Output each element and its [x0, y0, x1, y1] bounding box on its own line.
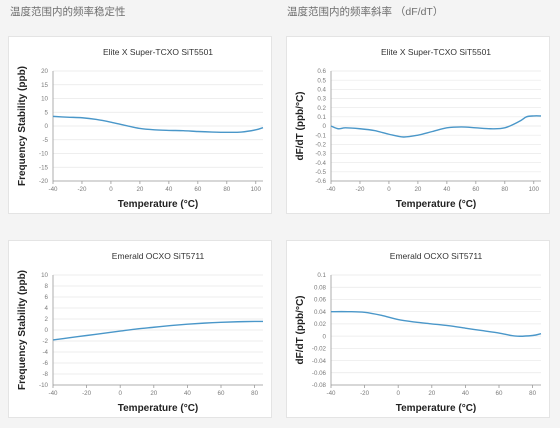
series-line — [52, 115, 264, 134]
y-tick-label: -0.04 — [312, 358, 327, 365]
chart-svg: Elite X Super-TCXO SiT5501 -20 -15 -10 -5 0 5 1… — [17, 47, 264, 210]
chart-card-sit5501-stability: Elite X Super-TCXO SiT5501 -20 -15 -10 -5 0 5 1… — [8, 36, 272, 214]
y-axis-label: dF/dT (ppb/°C) — [295, 92, 306, 161]
y-tick-label: -0.02 — [312, 346, 327, 353]
series-line — [330, 115, 542, 138]
chart-title: Elite X Super-TCXO SiT5501 — [103, 47, 213, 57]
y-tick-label: 10 — [41, 272, 48, 279]
x-tick-label: 0 — [396, 390, 400, 397]
x-tick-label: 60 — [496, 390, 503, 397]
y-tick-label: 0 — [45, 123, 49, 130]
y-axis-label: Frequency Stability (ppb) — [17, 270, 28, 390]
x-tick-label: 20 — [150, 390, 157, 397]
chart-svg: Elite X Super-TCXO SiT5501 -0.6 -0.5 -0.4 -0… — [295, 47, 542, 210]
x-tick-label: 20 — [414, 186, 421, 193]
y-tick-label: 0 — [45, 327, 49, 334]
y-tick-label: 0.1 — [317, 114, 326, 121]
y-tick-label: 0.2 — [317, 105, 326, 112]
y-tick-label: -0.3 — [315, 151, 326, 158]
series-line — [330, 310, 542, 337]
y-tick-label: 10 — [41, 96, 48, 103]
x-tick-label: -40 — [327, 186, 337, 193]
y-tick-label: -0.08 — [312, 382, 327, 389]
y-tick-label: -0.2 — [315, 142, 326, 149]
y-tick-label: 4 — [45, 305, 49, 312]
section-title-stability: 温度范围内的频率稳定性 — [10, 6, 126, 18]
chart-card-sit5501-slope: Elite X Super-TCXO SiT5501 -0.6 -0.5 -0.4 -0… — [286, 36, 550, 214]
x-tick-label: -40 — [49, 390, 59, 397]
x-tick-label: 0 — [387, 186, 391, 193]
chart-title: Elite X Super-TCXO SiT5501 — [381, 47, 491, 57]
x-tick-label: 100 — [251, 186, 262, 193]
y-tick-label: -15 — [39, 164, 49, 171]
y-tick-label: -10 — [39, 151, 49, 158]
series-line — [52, 320, 264, 341]
y-tick-label: 0 — [323, 123, 327, 130]
x-tick-label: -20 — [77, 186, 87, 193]
x-tick-label: 80 — [501, 186, 508, 193]
x-tick-label: 40 — [165, 186, 172, 193]
y-tick-label: -0.4 — [315, 160, 326, 167]
y-axis-label: dF/dT (ppb/°C) — [295, 296, 306, 365]
y-tick-label: 0.02 — [314, 321, 327, 328]
y-tick-label: 0.4 — [317, 87, 326, 94]
x-tick-label: 0 — [118, 390, 122, 397]
y-axis-label: Frequency Stability (ppb) — [17, 66, 28, 186]
chart-svg: Emerald OCXO SiT5711-10-8-6-4-20246810-4… — [17, 251, 264, 414]
y-tick-label: -2 — [42, 338, 48, 345]
y-tick-label: 0 — [323, 333, 327, 340]
y-tick-label: 0.5 — [317, 77, 326, 84]
x-tick-label: 20 — [428, 390, 435, 397]
y-tick-label: 0.6 — [317, 68, 326, 75]
y-tick-label: 0.08 — [314, 284, 327, 291]
x-tick-label: -20 — [360, 390, 370, 397]
x-tick-label: 60 — [218, 390, 225, 397]
y-tick-label: 2 — [45, 316, 49, 323]
x-axis-label: Temperature (°C) — [396, 199, 477, 210]
y-tick-label: 5 — [45, 109, 49, 116]
x-tick-label: -20 — [355, 186, 365, 193]
y-tick-label: 0.04 — [314, 309, 327, 316]
chart-card-sit5711-stability: Emerald OCXO SiT5711 -10 -8 -6 -4 -2 0 2 4 6 8 10 -4… — [8, 240, 272, 418]
y-tick-label: 8 — [45, 283, 49, 290]
y-tick-label: -10 — [39, 382, 49, 389]
x-axis-label: Temperature (°C) — [396, 403, 477, 414]
y-tick-label: -0.5 — [315, 169, 326, 176]
x-tick-label: 60 — [194, 186, 201, 193]
x-tick-label: 20 — [136, 186, 143, 193]
x-tick-label: 40 — [462, 390, 469, 397]
x-axis-label: Temperature (°C) — [118, 199, 199, 210]
x-tick-label: 80 — [529, 390, 536, 397]
x-tick-label: -20 — [82, 390, 92, 397]
y-tick-label: -0.1 — [315, 132, 326, 139]
section-title-slope: 温度范围内的频率斜率 （dF/dT） — [287, 6, 444, 18]
x-tick-label: 40 — [184, 390, 191, 397]
y-tick-label: -8 — [42, 371, 48, 378]
chart-title: Emerald OCXO SiT5711 — [112, 251, 205, 261]
y-tick-label: 0.3 — [317, 96, 326, 103]
x-tick-label: -40 — [327, 390, 337, 397]
y-tick-label: -4 — [42, 349, 48, 356]
y-tick-label: -6 — [42, 360, 48, 367]
x-tick-label: 40 — [443, 186, 450, 193]
y-tick-label: 6 — [45, 294, 49, 301]
x-tick-label: 60 — [472, 186, 479, 193]
y-tick-label: 0.06 — [314, 297, 327, 304]
chart-title: Emerald OCXO SiT5711 — [390, 251, 483, 261]
x-axis-label: Temperature (°C) — [118, 403, 199, 414]
x-tick-label: -40 — [49, 186, 59, 193]
y-tick-label: 20 — [41, 68, 48, 75]
y-tick-label: -20 — [39, 178, 49, 185]
x-tick-label: 80 — [223, 186, 230, 193]
chart-card-sit5711-slope: Emerald OCXO SiT5711 -0.08 -0.06 -0.04 -0.02… — [286, 240, 550, 418]
chart-svg: Emerald OCXO SiT5711 -0.08 -0.06 -0.04 -0.02… — [295, 251, 542, 414]
x-tick-label: 80 — [251, 390, 258, 397]
y-tick-label: -5 — [42, 137, 48, 144]
x-tick-label: 0 — [109, 186, 113, 193]
x-tick-label: 100 — [529, 186, 540, 193]
y-tick-label: 0.1 — [317, 272, 326, 279]
y-tick-label: -0.6 — [315, 178, 326, 185]
y-tick-label: -0.06 — [312, 370, 327, 377]
y-tick-label: 15 — [41, 82, 48, 89]
